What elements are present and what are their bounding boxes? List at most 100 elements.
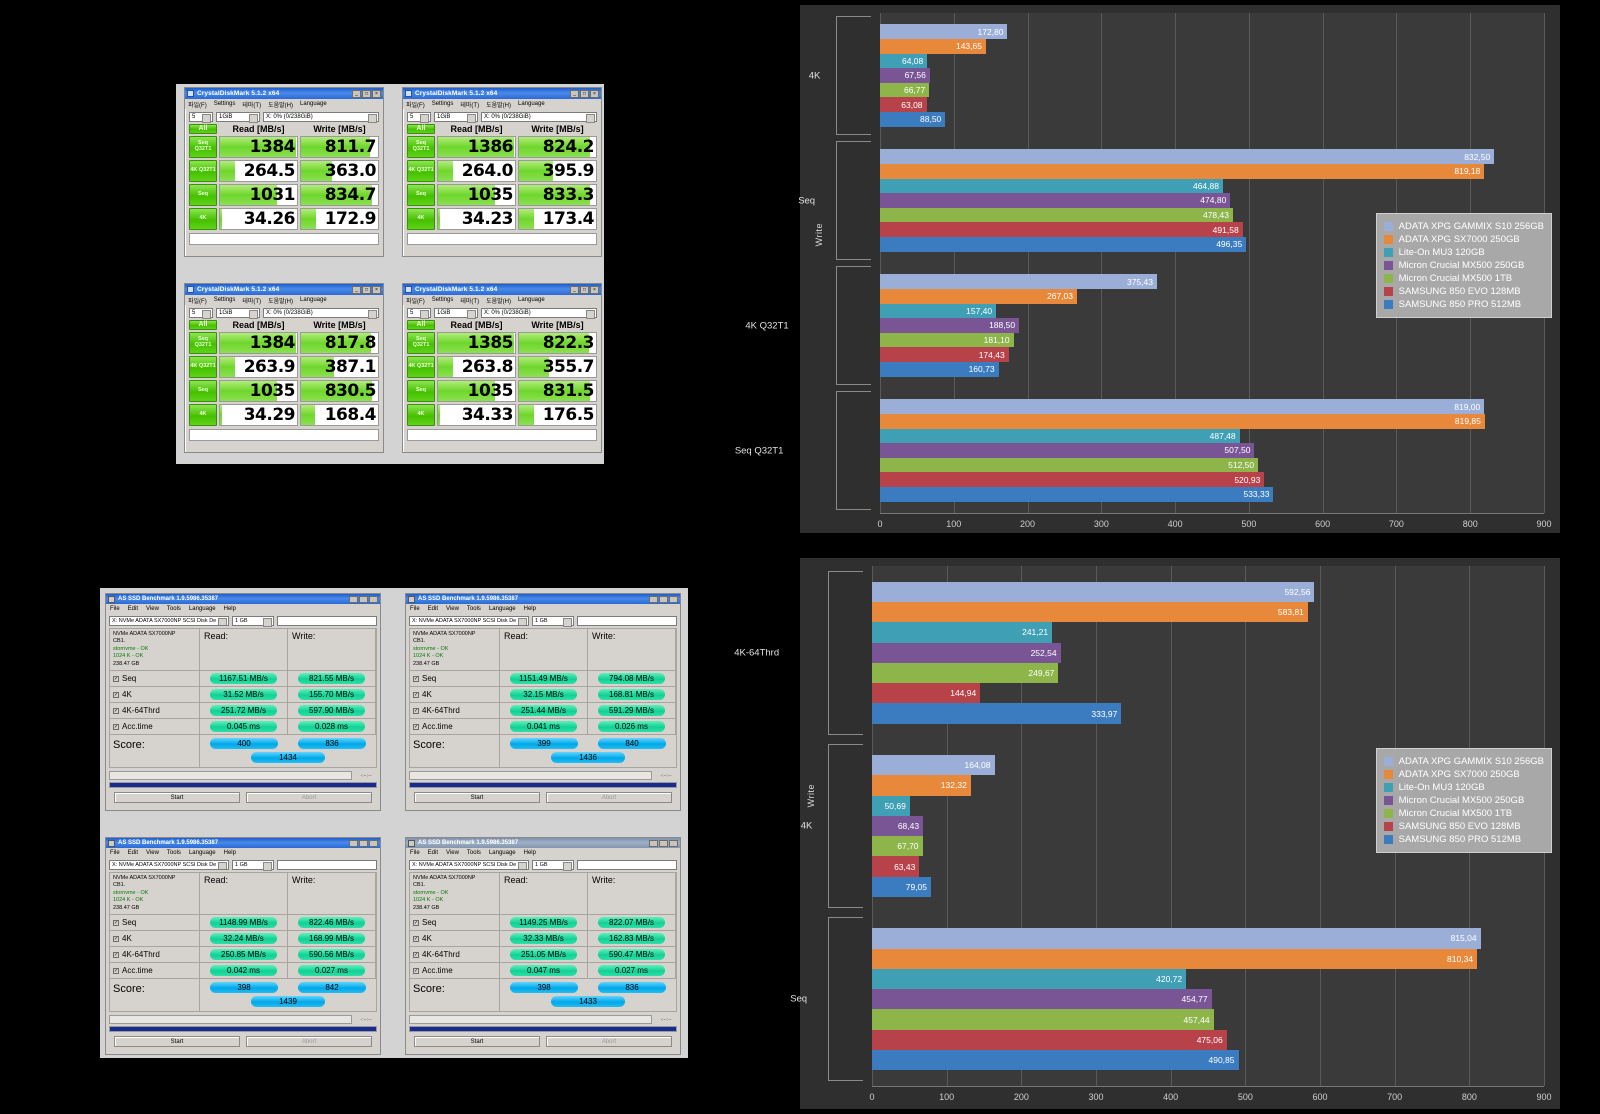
- checkbox-icon[interactable]: ✓: [113, 691, 119, 698]
- cdm-row-button[interactable]: 4K Q32T1: [189, 160, 217, 182]
- checkbox-icon[interactable]: ✓: [413, 675, 419, 682]
- menubar[interactable]: 파일(F) Settings 테마(T) 도움말(H) Language: [185, 295, 383, 305]
- target-drive-select[interactable]: X: 0% (0/238GiB): [481, 308, 597, 319]
- drive-select[interactable]: X: NVMe ADATA SX7000NP SCSI Disk De: [409, 616, 529, 626]
- minimize-icon[interactable]: [349, 839, 358, 847]
- cdm-row-button[interactable]: Seq: [407, 380, 435, 402]
- menu-item[interactable]: Settings: [213, 297, 236, 303]
- testsize-select[interactable]: 1GiB: [434, 112, 478, 123]
- checkbox-icon[interactable]: ✓: [413, 951, 419, 958]
- start-button[interactable]: Start: [414, 792, 540, 804]
- window-controls[interactable]: _ □ ×: [570, 285, 599, 294]
- runs-select[interactable]: 5: [407, 112, 431, 123]
- checkbox-icon[interactable]: ✓: [113, 967, 119, 974]
- drive-select[interactable]: X: NVMe ADATA SX7000NP SCSI Disk De: [109, 860, 229, 870]
- checkbox-icon[interactable]: ✓: [413, 919, 419, 926]
- cdm-row-button[interactable]: 4K: [407, 208, 435, 230]
- menu-item[interactable]: Language: [517, 101, 545, 107]
- window-controls[interactable]: [649, 839, 678, 847]
- cdm-row-button[interactable]: Seq: [407, 184, 435, 206]
- checkbox-icon[interactable]: ✓: [413, 707, 419, 714]
- menubar[interactable]: File Edit View Tools Language Help: [406, 604, 680, 614]
- menu-item[interactable]: Edit: [427, 850, 439, 856]
- menu-item[interactable]: Settings: [431, 297, 454, 303]
- target-drive-select[interactable]: X: 0% (0/238GiB): [263, 308, 379, 319]
- abort-button[interactable]: Abort: [246, 1036, 372, 1048]
- drive-select[interactable]: X: NVMe ADATA SX7000NP SCSI Disk De: [109, 616, 229, 626]
- cdm-row-button[interactable]: 4K: [189, 404, 217, 426]
- cdm-row-button[interactable]: Seq Q32T1: [189, 332, 217, 354]
- menu-item[interactable]: Help: [223, 606, 236, 612]
- abort-button[interactable]: Abort: [546, 1036, 672, 1048]
- checkbox-icon[interactable]: ✓: [113, 707, 119, 714]
- menubar[interactable]: 파일(F) Settings 테마(T) 도움말(H) Language: [185, 99, 383, 109]
- checkbox-icon[interactable]: ✓: [413, 935, 419, 942]
- asssd-row-label[interactable]: ✓ Acc.time: [110, 719, 200, 736]
- maximize-icon[interactable]: [659, 595, 668, 603]
- window-controls[interactable]: _ □ ×: [352, 89, 381, 98]
- runs-select[interactable]: 5: [407, 308, 431, 319]
- checkbox-icon[interactable]: ✓: [113, 935, 119, 942]
- start-button[interactable]: Start: [114, 1036, 240, 1048]
- asssd-row-label[interactable]: ✓ 4K-64Thrd: [110, 947, 200, 964]
- cdm-row-button[interactable]: Seq Q32T1: [407, 332, 435, 354]
- testsize-select[interactable]: 1 GB: [532, 616, 574, 627]
- maximize-icon[interactable]: □: [580, 285, 589, 294]
- asssd-row-label[interactable]: ✓ Acc.time: [410, 963, 500, 980]
- checkbox-icon[interactable]: ✓: [113, 723, 119, 730]
- asssd-row-label[interactable]: ✓ Acc.time: [410, 719, 500, 736]
- maximize-icon[interactable]: [359, 595, 368, 603]
- menu-item[interactable]: 테마(T): [242, 102, 262, 109]
- cdm-row-button[interactable]: Seq: [189, 380, 217, 402]
- menu-item[interactable]: Language: [188, 850, 216, 856]
- asssd-row-label[interactable]: ✓ 4K: [410, 687, 500, 704]
- asssd-row-label[interactable]: ✓ 4K-64Thrd: [110, 703, 200, 720]
- window-controls[interactable]: [649, 595, 678, 603]
- menu-item[interactable]: 파일(F): [406, 102, 425, 109]
- asssd-row-label[interactable]: ✓ 4K-64Thrd: [410, 947, 500, 964]
- menu-item[interactable]: File: [110, 850, 120, 856]
- menu-item[interactable]: View: [446, 606, 459, 612]
- menu-item[interactable]: 도움말(H): [268, 102, 293, 109]
- menu-item[interactable]: 파일(F): [188, 298, 207, 305]
- minimize-icon[interactable]: _: [570, 285, 579, 294]
- asssd-row-label[interactable]: ✓ Seq: [110, 671, 200, 688]
- cdm-all-button[interactable]: All: [189, 124, 217, 134]
- menubar[interactable]: File Edit View Tools Language Help: [406, 848, 680, 858]
- asssd-row-label[interactable]: ✓ Acc.time: [110, 963, 200, 980]
- abort-button[interactable]: Abort: [246, 792, 372, 804]
- window-controls[interactable]: [349, 595, 378, 603]
- menu-item[interactable]: Language: [188, 606, 216, 612]
- menu-item[interactable]: 파일(F): [188, 102, 207, 109]
- menu-item[interactable]: 테마(T): [460, 102, 480, 109]
- asssd-row-label[interactable]: ✓ 4K: [110, 687, 200, 704]
- window-controls[interactable]: [349, 839, 378, 847]
- menu-item[interactable]: View: [146, 606, 159, 612]
- cdm-row-button[interactable]: 4K: [407, 404, 435, 426]
- target-drive-select[interactable]: X: 0% (0/238GiB): [481, 112, 597, 123]
- start-button[interactable]: Start: [414, 1036, 540, 1048]
- minimize-icon[interactable]: _: [570, 89, 579, 98]
- close-icon[interactable]: [369, 839, 378, 847]
- menu-item[interactable]: Edit: [427, 606, 439, 612]
- minimize-icon[interactable]: [649, 839, 658, 847]
- testsize-select[interactable]: 1 GB: [532, 860, 574, 871]
- menu-item[interactable]: Tools: [466, 606, 481, 612]
- menu-item[interactable]: Tools: [166, 606, 181, 612]
- menu-item[interactable]: Language: [488, 606, 516, 612]
- testsize-select[interactable]: 1 GB: [232, 860, 274, 871]
- menu-item[interactable]: File: [410, 850, 420, 856]
- cdm-all-button[interactable]: All: [407, 124, 435, 134]
- menubar[interactable]: 파일(F) Settings 테마(T) 도움말(H) Language: [403, 99, 601, 109]
- testsize-select[interactable]: 1GiB: [216, 112, 260, 123]
- maximize-icon[interactable]: [659, 839, 668, 847]
- menu-item[interactable]: Help: [523, 850, 536, 856]
- menu-item[interactable]: Tools: [466, 850, 481, 856]
- menu-item[interactable]: 도움말(H): [486, 298, 511, 305]
- cdm-row-button[interactable]: 4K: [189, 208, 217, 230]
- checkbox-icon[interactable]: ✓: [113, 919, 119, 926]
- menu-item[interactable]: 테마(T): [242, 298, 262, 305]
- cdm-row-button[interactable]: 4K Q32T1: [407, 160, 435, 182]
- close-icon[interactable]: [669, 595, 678, 603]
- close-icon[interactable]: [369, 595, 378, 603]
